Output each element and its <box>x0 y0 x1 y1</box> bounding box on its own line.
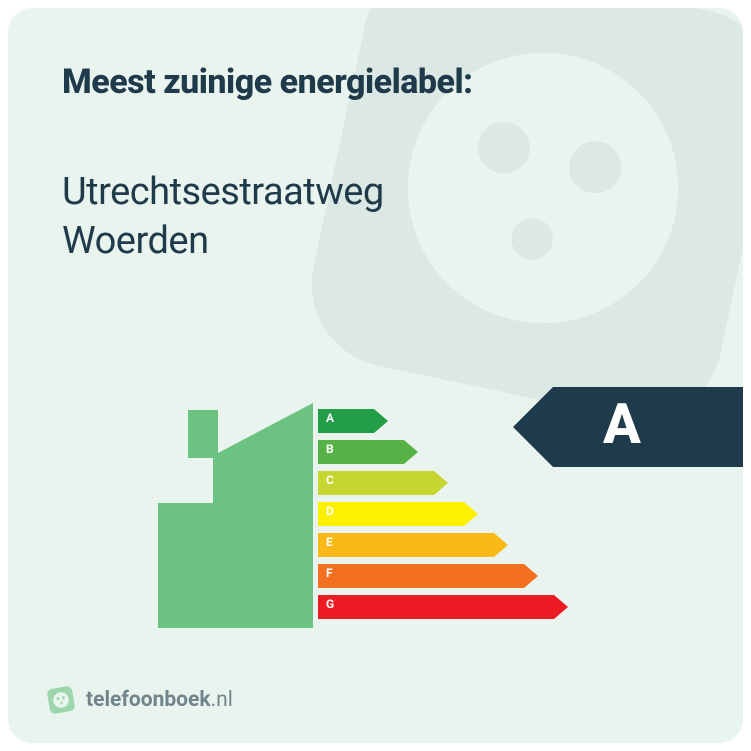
footer-brand: telefoonboek.nl <box>46 685 233 715</box>
energy-bar-d: D <box>318 502 478 526</box>
subtitle: Utrechtsestraatweg Woerden <box>62 168 689 267</box>
energy-bar-f: F <box>318 564 538 588</box>
energy-bar-label: D <box>326 504 334 518</box>
info-card: Meest zuinige energielabel: Utrechtsestr… <box>8 8 743 743</box>
result-tag: A <box>513 387 743 467</box>
brand-bold: telefoonboek <box>86 688 211 712</box>
subtitle-line1: Utrechtsestraatweg <box>62 170 384 214</box>
energy-bar-label: G <box>326 597 335 611</box>
energy-bar-label: B <box>326 442 334 456</box>
house-icon <box>153 403 313 628</box>
result-letter: A <box>603 391 641 457</box>
energy-bar-label: C <box>326 473 334 487</box>
energy-bar-label: A <box>326 411 335 425</box>
energy-bar-c: C <box>318 471 448 495</box>
brand-plug-icon <box>46 685 76 715</box>
energy-bar-label: E <box>326 535 333 549</box>
energy-bar-a: A <box>318 409 388 433</box>
energy-bar-b: B <box>318 440 418 464</box>
footer-text: telefoonboek.nl <box>86 688 233 712</box>
energy-bar-label: F <box>326 566 333 580</box>
subtitle-line2: Woerden <box>62 219 209 263</box>
title: Meest zuinige energielabel: <box>62 62 689 102</box>
brand-thin: .nl <box>211 688 233 712</box>
energy-bar-e: E <box>318 533 508 557</box>
energy-bar-g: G <box>318 595 568 619</box>
